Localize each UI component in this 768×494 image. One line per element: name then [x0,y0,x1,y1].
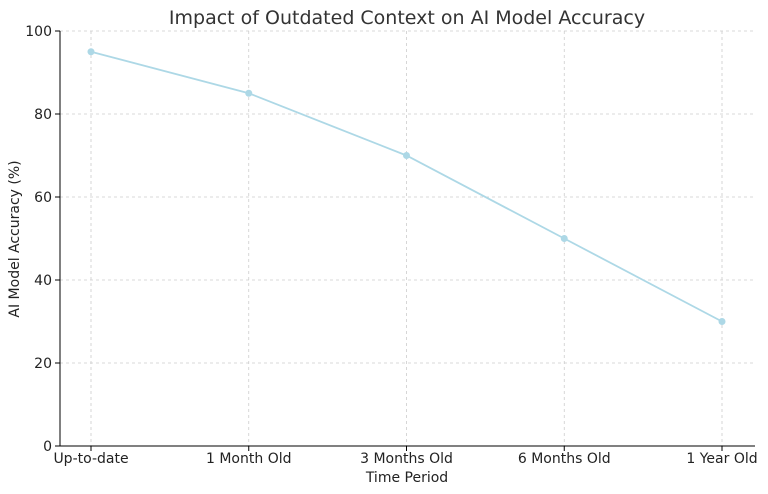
y-tick-label: 100 [25,24,52,40]
y-axis-label: AI Model Accuracy (%) [7,160,23,317]
y-tick-label: 0 [43,439,52,455]
chart-title: Impact of Outdated Context on AI Model A… [169,7,645,29]
x-tick-label: 3 Months Old [360,451,453,467]
y-tick-label: 60 [34,190,52,206]
data-point [245,89,253,97]
y-tick-label: 40 [34,273,52,289]
x-tick-label: 6 Months Old [518,451,611,467]
data-series [87,48,726,325]
grid-lines [60,30,755,446]
data-point [87,48,95,56]
axes [55,30,755,451]
x-tick-label: 1 Year Old [686,451,757,467]
x-tick-label: 1 Month Old [206,451,291,467]
y-tick-label: 80 [34,107,52,123]
y-tick-label: 20 [34,356,52,372]
x-tick-label: Up-to-date [53,451,128,467]
x-axis-label: Time Period [365,470,448,486]
data-point [718,318,726,325]
data-point [403,152,410,159]
data-point [560,235,568,242]
tick-labels: 0 20 40 60 80 100 Up-to-date 1 Month Old 3 Month… [25,24,757,467]
